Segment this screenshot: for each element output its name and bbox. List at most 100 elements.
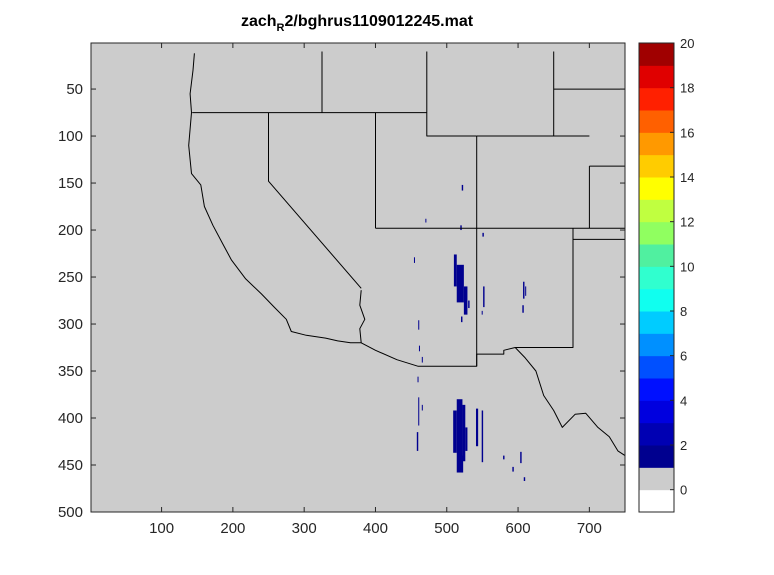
x-tick-label-100: 100 <box>149 520 174 537</box>
colorbar-tick-label-2: 2 <box>680 438 687 453</box>
boundary-ca-nv-border <box>268 112 362 289</box>
echo-cell-2 <box>425 218 427 223</box>
y-tick-label-400: 400 <box>58 410 83 427</box>
echo-cell-11 <box>461 281 464 292</box>
map-background <box>91 43 625 512</box>
echo-cell-24 <box>456 399 463 473</box>
colorbar: 0 2 4 6 8 10 12 14 16 18 20 <box>638 36 694 513</box>
echo-cell-29 <box>503 455 505 460</box>
y-tick-label-150: 150 <box>58 175 83 192</box>
echo-cell-8 <box>468 300 470 309</box>
echo-cell-0 <box>461 184 464 191</box>
title-part-after: 2/bghrus1109012245.mat <box>284 13 473 30</box>
echo-cell-28 <box>481 410 484 463</box>
colorbar-segment-4 <box>639 400 674 424</box>
colorbar-segment-16 <box>639 132 674 156</box>
colorbar-tick-label-20: 20 <box>680 36 694 51</box>
colorbar-tick-label-14: 14 <box>680 170 694 185</box>
colorbar-segments <box>639 43 674 513</box>
echo-cell-33 <box>461 455 464 473</box>
y-tick-label-200: 200 <box>58 222 83 239</box>
y-axis: 50 100 150 200 250 300 350 400 450 500 <box>58 81 625 521</box>
echo-cell-31 <box>520 451 522 464</box>
y-tick-label-100: 100 <box>58 128 83 145</box>
echo-cell-17 <box>523 281 525 299</box>
colorbar-tick-label-4: 4 <box>680 393 687 408</box>
echo-cell-7 <box>463 286 468 315</box>
colorbar-segment-6 <box>639 355 674 379</box>
echo-cell-9 <box>483 286 485 308</box>
echo-cell-23 <box>453 410 457 453</box>
y-tick-label-500: 500 <box>58 504 83 521</box>
echo-cell-1 <box>460 225 462 231</box>
map-plot-area: 100 200 300 400 500 600 700 50 100 150 200 250 300 3… <box>58 42 626 537</box>
echo-cell-30 <box>512 466 514 472</box>
colorbar-segment-1 <box>639 467 674 491</box>
echo-cell-20 <box>418 397 420 426</box>
x-tick-label-200: 200 <box>220 520 245 537</box>
echo-cell-21 <box>421 404 423 411</box>
boundary-mexico-border <box>360 342 626 457</box>
echo-cell-3 <box>482 232 484 237</box>
colorbar-segment-5 <box>639 378 674 401</box>
colorbar-segment-14 <box>639 177 674 200</box>
colorbar-segment-7 <box>639 333 674 357</box>
echo-cell-12 <box>461 316 463 323</box>
x-tick-label-600: 600 <box>506 520 531 537</box>
echo-cell-16 <box>417 376 419 383</box>
colorbar-segment-12 <box>639 221 674 245</box>
echo-cell-10 <box>481 310 483 315</box>
colorbar-segment-13 <box>639 199 674 223</box>
colorbar-tick-label-10: 10 <box>680 259 694 274</box>
y-tick-label-250: 250 <box>58 269 83 286</box>
echo-cell-18 <box>525 286 527 296</box>
x-tick-label-300: 300 <box>292 520 317 537</box>
echo-cell-32 <box>523 477 526 481</box>
echo-cell-26 <box>465 427 468 451</box>
colorbar-segment-15 <box>639 154 674 178</box>
x-axis: 100 200 300 400 500 600 700 <box>149 43 602 537</box>
echo-cell-15 <box>421 356 423 363</box>
echo-cell-22 <box>416 432 419 451</box>
colorbar-tick-label-8: 8 <box>680 304 687 319</box>
echo-cell-27 <box>475 408 479 447</box>
x-tick-label-500: 500 <box>434 520 459 537</box>
boundary-ut-wy-border <box>426 51 477 137</box>
colorbar-segment-2 <box>639 445 674 468</box>
colorbar-segment-19 <box>639 65 674 89</box>
y-tick-label-350: 350 <box>58 363 83 380</box>
colorbar-segment-10 <box>639 266 674 290</box>
colorbar-box <box>638 42 675 513</box>
boundary-layer <box>188 51 626 457</box>
colorbar-segment-9 <box>639 288 674 312</box>
echo-cell-6 <box>456 264 464 303</box>
echo-cell-25 <box>462 404 466 462</box>
colorbar-segment-0 <box>639 489 674 513</box>
colorbar-tick-label-12: 12 <box>680 215 694 230</box>
x-tick-label-700: 700 <box>577 520 602 537</box>
chart-title: zachR2/bghrus1109012245.mat <box>241 13 474 34</box>
y-tick-label-300: 300 <box>58 316 83 333</box>
y-tick-label-50: 50 <box>66 81 83 98</box>
colorbar-segment-3 <box>639 422 674 446</box>
title-part-subscript: R <box>277 22 285 34</box>
y-tick-label-450: 450 <box>58 457 83 474</box>
echo-cell-14 <box>418 345 420 352</box>
echo-cell-13 <box>418 320 420 330</box>
title-part-before: zach <box>241 13 277 30</box>
colorbar-tick-label-16: 16 <box>680 125 694 140</box>
boundary-nm-tx-border <box>515 228 574 348</box>
colorbar-tick-label-18: 18 <box>680 81 694 96</box>
colorbar-segment-8 <box>639 311 674 334</box>
echo-layer <box>413 184 527 481</box>
echo-cell-4 <box>413 257 415 263</box>
echo-cell-19 <box>522 305 524 313</box>
echo-cell-5 <box>453 254 457 287</box>
colorbar-segment-18 <box>639 87 674 111</box>
colorbar-segment-20 <box>639 43 674 66</box>
colorbar-segment-17 <box>639 110 674 133</box>
colorbar-ticks: 0 2 4 6 8 10 12 14 16 18 20 <box>670 36 694 498</box>
x-tick-label-400: 400 <box>363 520 388 537</box>
colorbar-segment-11 <box>639 244 674 267</box>
